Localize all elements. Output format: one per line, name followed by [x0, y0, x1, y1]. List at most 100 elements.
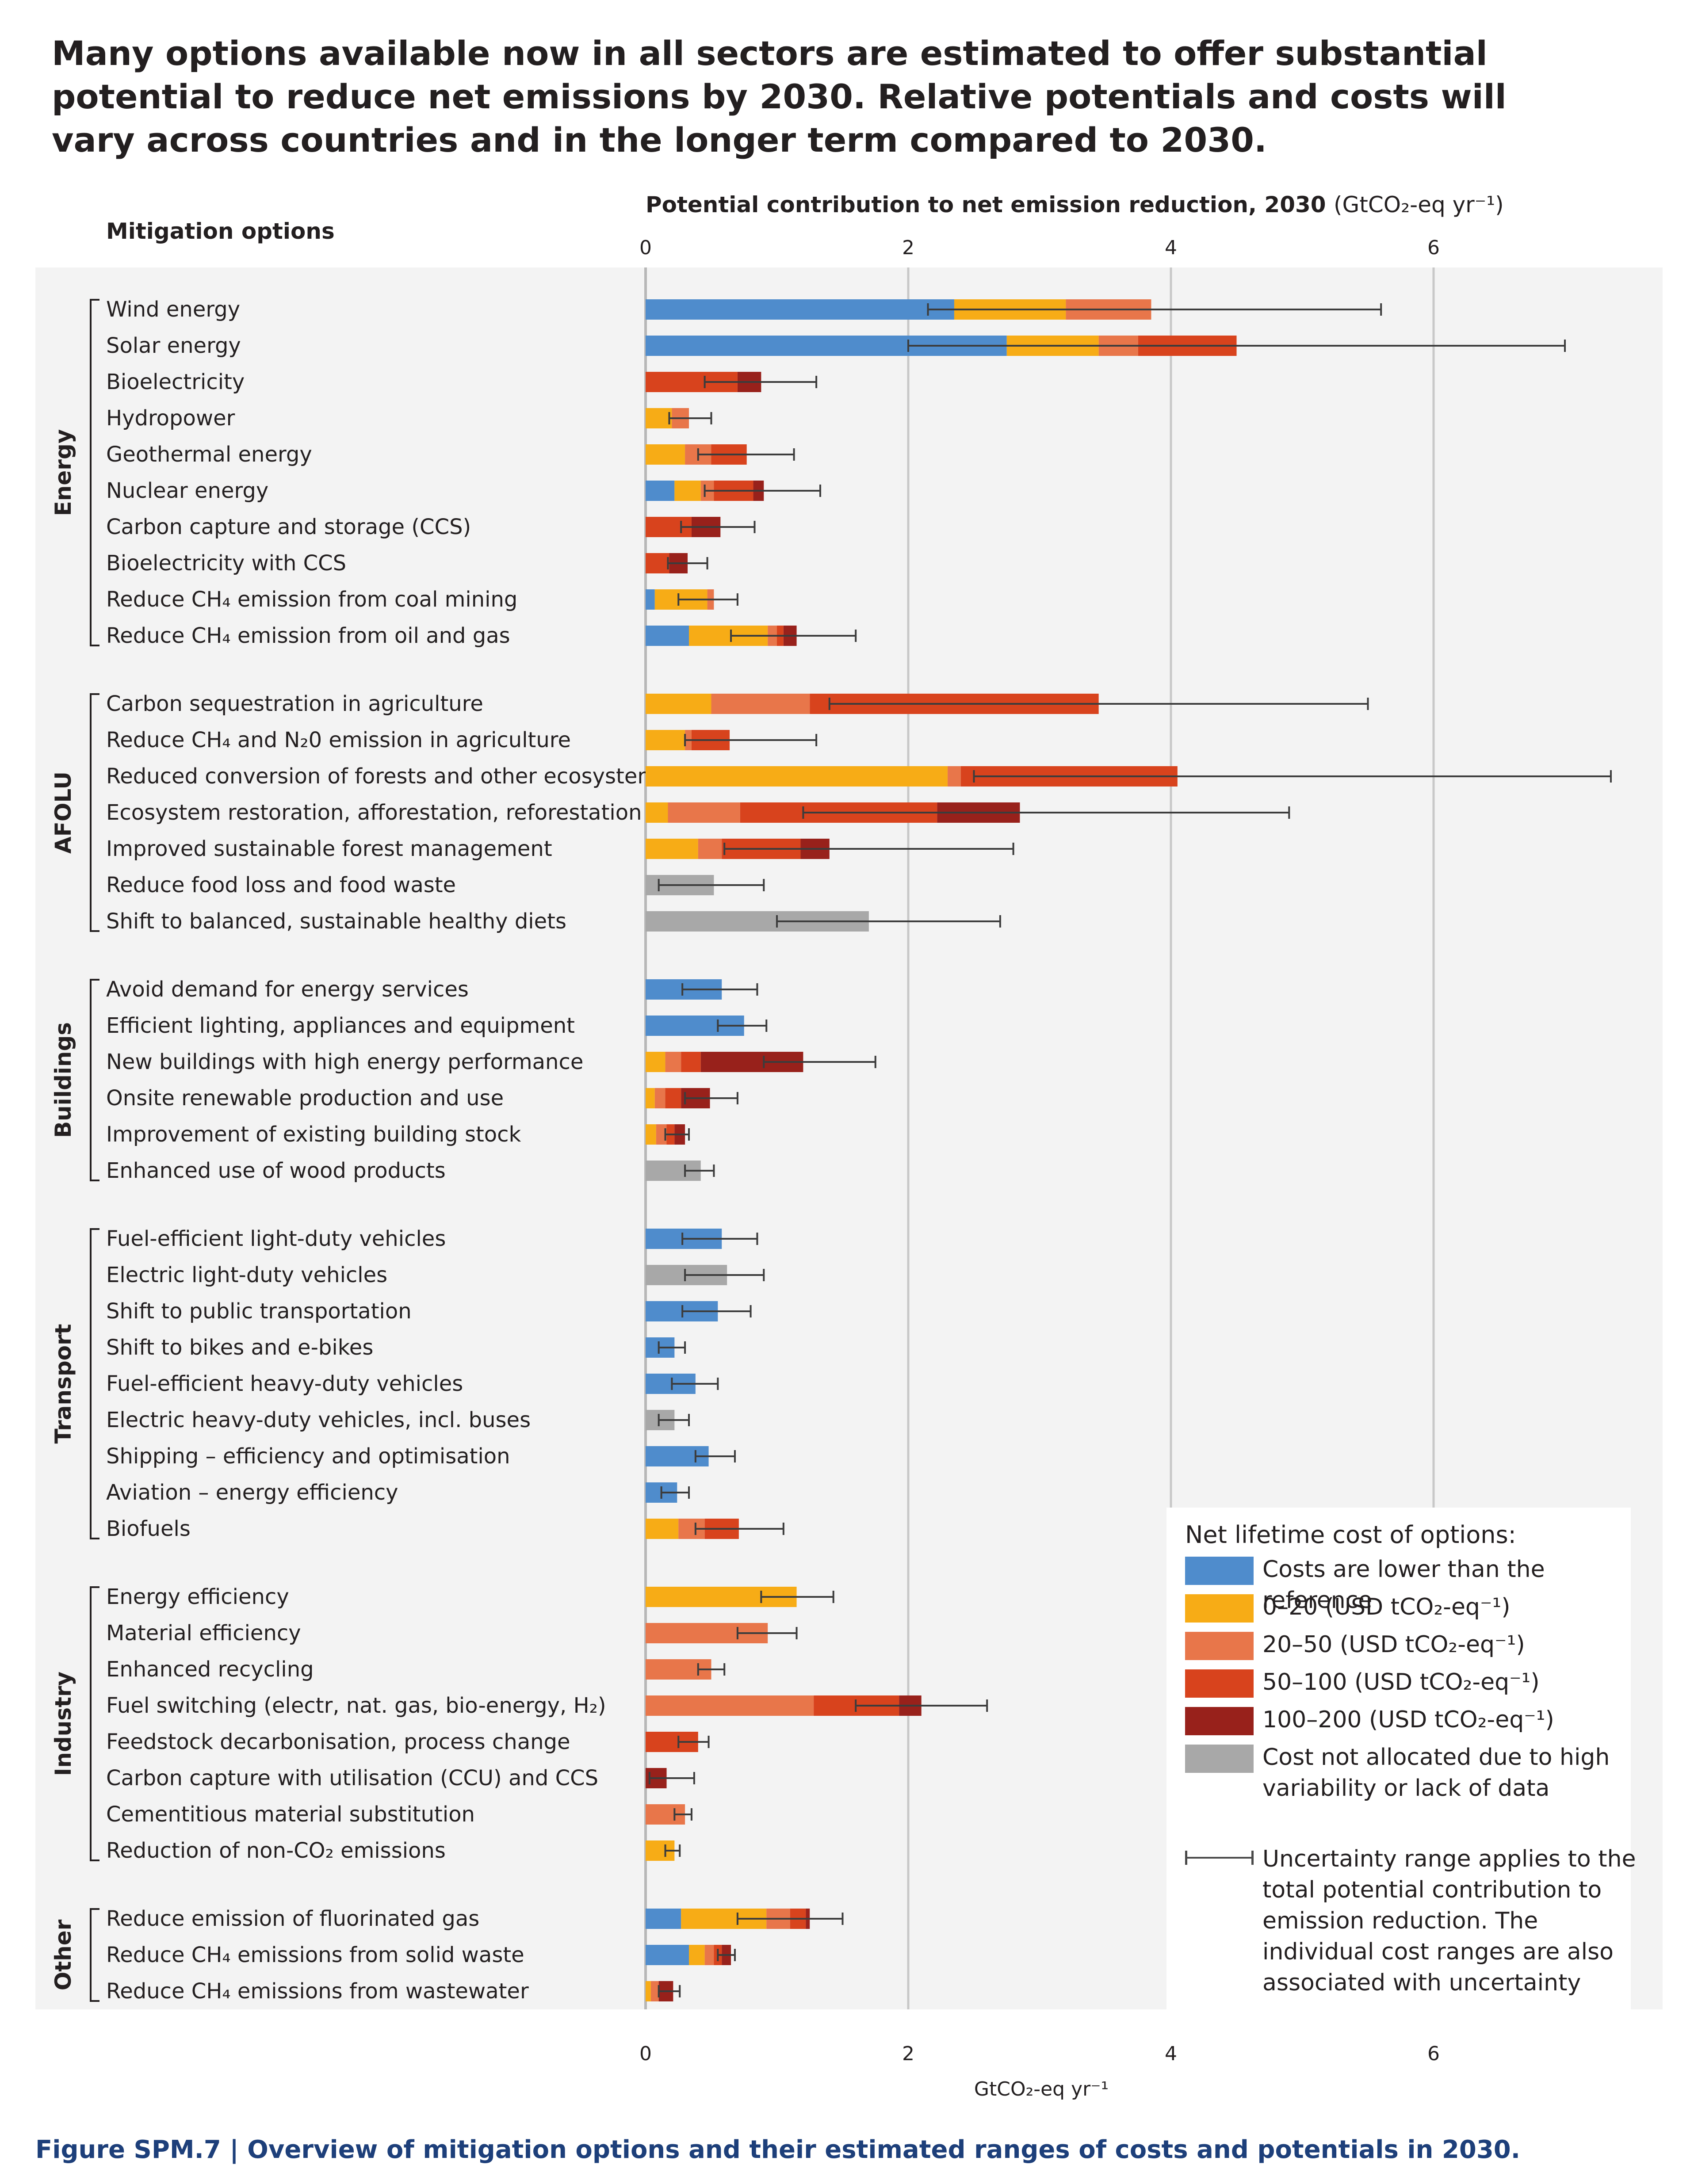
option-label: Wind energy — [106, 297, 240, 322]
bar-segment-c20_50 — [665, 1052, 681, 1072]
bar-segment-c0_20 — [646, 839, 698, 859]
option-label: Bioelectricity with CCS — [106, 551, 346, 576]
x-axis-title-units: (GtCO₂-eq yr⁻¹) — [1334, 192, 1504, 218]
axes: 0 0 2 2 4 4 6 6 Potential contribution to net em… — [106, 192, 1504, 2100]
option-label: Material efficiency — [106, 1621, 301, 1646]
bottom-tick-label-6: 6 — [1427, 2043, 1440, 2065]
option-label: Fuel switching (electr, nat. gas, bio-en… — [106, 1693, 606, 1718]
bar-segment-c50_100 — [646, 553, 669, 573]
bar-segment-c0_20 — [674, 481, 701, 501]
group-bracket-buildings — [90, 979, 99, 1181]
category-labels: Wind energy Solar energy Bioelectricity Hyd… — [50, 297, 669, 2004]
legend: Net lifetime cost of options: Costs are … — [1166, 1508, 1636, 2009]
x-axis-title-top: Potential contribution to net emission r… — [646, 192, 1504, 218]
bar-segment-lower — [646, 299, 954, 320]
x-axis-label-bottom: GtCO₂-eq yr⁻¹ — [974, 2078, 1109, 2100]
bar-segment-c20_50 — [948, 766, 961, 787]
top-tick-label-4: 4 — [1165, 237, 1177, 259]
legend-swatch-20-50 — [1185, 1632, 1254, 1660]
bar-segment-c50_100 — [681, 1052, 701, 1072]
group-label-energy: Energy — [50, 429, 76, 516]
option-label: Electric light-duty vehicles — [106, 1263, 387, 1287]
option-label: Nuclear energy — [106, 478, 268, 503]
bar-segment-c20_50 — [711, 694, 810, 714]
bar-segment-c0_20 — [689, 1945, 705, 1965]
top-tick-label-6: 6 — [1427, 237, 1440, 259]
option-label: Reduce CH₄ emission from oil and gas — [106, 623, 510, 648]
legend-label-uncertainty: Uncertainty range applies to the total p… — [1262, 1846, 1636, 1996]
category-header: Mitigation options — [106, 218, 335, 244]
bar-segment-c0_20 — [646, 1124, 656, 1145]
bar-segment-c20_50 — [646, 1695, 814, 1716]
option-label: Electric heavy-duty vehicles, incl. buse… — [106, 1408, 531, 1432]
option-label: Solar energy — [106, 333, 241, 358]
group-label-buildings: Buildings — [50, 1022, 76, 1138]
group-label-afolu: AFOLU — [50, 771, 76, 854]
bar-segment-c0_20 — [646, 694, 711, 714]
bar-segment-c20_50 — [650, 1981, 659, 2001]
option-label: Feedstock decarbonisation, process chang… — [106, 1730, 570, 1754]
option-label: Avoid demand for energy services — [106, 977, 469, 1002]
bottom-tick-label-2: 2 — [902, 2043, 914, 2065]
option-label: Aviation – energy efficiency — [106, 1480, 398, 1505]
bar-segment-c0_20 — [646, 1519, 679, 1539]
headline: Many options available now in all sector… — [52, 34, 1507, 160]
bar-segment-lower — [646, 1909, 681, 1929]
option-label: Geothermal energy — [106, 442, 312, 467]
option-label: Fuel-efficient heavy-duty vehicles — [106, 1371, 463, 1396]
bar-segment-lower — [646, 481, 675, 501]
legend-label-100-200: 100–200 (USD tCO₂-eq⁻¹) — [1262, 1707, 1554, 1733]
bar-segment-c0_20 — [646, 444, 685, 465]
option-label: Improved sustainable forest management — [106, 836, 552, 861]
option-label: Bioelectricity — [106, 370, 245, 394]
group-label-other: Other — [50, 1919, 76, 1990]
bar-segment-c0_20 — [646, 730, 685, 750]
group-bracket-transport — [90, 1228, 99, 1539]
legend-label-lower: Costs are lower than the reference — [1262, 1556, 1545, 1614]
figure-caption-text: Overview of mitigation options and their… — [247, 2135, 1521, 2164]
bars — [646, 299, 1612, 2001]
figure-label: Figure SPM.7 | — [35, 2135, 239, 2164]
bar-segment-lower — [646, 589, 655, 610]
uncertainty-whisker-icon — [1185, 1851, 1254, 1865]
option-label: Carbon sequestration in agriculture — [106, 691, 483, 716]
option-label: Enhanced recycling — [106, 1657, 314, 1682]
bar-segment-c0_20 — [646, 802, 668, 823]
legend-swatch-100-200 — [1185, 1707, 1254, 1735]
option-label: Ecosystem restoration, afforestation, re… — [106, 800, 642, 825]
group-bracket-industry — [90, 1586, 99, 1861]
bottom-tick-label-4: 4 — [1165, 2043, 1177, 2065]
option-label: Onsite renewable production and use — [106, 1086, 504, 1111]
option-label: Hydropower — [106, 406, 235, 431]
bar-segment-c0_20 — [646, 408, 672, 428]
legend-swatch-lower — [1185, 1557, 1254, 1585]
figure-caption: Figure SPM.7 | Overview of mitigation op… — [35, 2135, 1520, 2164]
option-label: Reduction of non-CO₂ emissions — [106, 1838, 446, 1863]
option-label: Fuel-efficient light-duty vehicles — [106, 1226, 446, 1251]
legend-swatch-50-100 — [1185, 1669, 1254, 1698]
option-label: Reduce CH₄ and N₂0 emission in agricultu… — [106, 728, 571, 752]
bar-segment-c50_100 — [665, 1088, 681, 1108]
top-tick-label-2: 2 — [902, 237, 914, 259]
bar-segment-c0_20 — [646, 1981, 651, 2001]
option-label: Reduce emission of fluorinated gas — [106, 1906, 479, 1931]
legend-label-not-allocated: Cost not allocated due to high variabili… — [1262, 1744, 1610, 1802]
group-bracket-other — [90, 1908, 99, 2002]
group-label-industry: Industry — [50, 1672, 76, 1776]
option-label: Efficient lighting, appliances and equip… — [106, 1013, 575, 1038]
bar-segment-c0_20 — [646, 766, 948, 787]
legend-swatch-not-allocated — [1185, 1745, 1254, 1773]
bar-segment-c0_20 — [646, 1052, 665, 1072]
legend-swatch-0-20 — [1185, 1594, 1254, 1623]
option-label: Reduce CH₄ emissions from wastewater — [106, 1979, 529, 2004]
bar-segment-c20_50 — [704, 1945, 714, 1965]
legend-label-20-50: 20–50 (USD tCO₂-eq⁻¹) — [1262, 1631, 1525, 1658]
option-label: Carbon capture and storage (CCS) — [106, 515, 471, 539]
bottom-tick-label-0: 0 — [639, 2043, 652, 2065]
option-label: Shift to balanced, sustainable healthy d… — [106, 909, 566, 934]
group-bracket-energy — [90, 299, 99, 646]
legend-label-50-100: 50–100 (USD tCO₂-eq⁻¹) — [1262, 1669, 1540, 1695]
option-label: Energy efficiency — [106, 1585, 289, 1609]
option-label: Reduce CH₄ emission from coal mining — [106, 587, 517, 612]
option-label: New buildings with high energy performan… — [106, 1050, 583, 1074]
